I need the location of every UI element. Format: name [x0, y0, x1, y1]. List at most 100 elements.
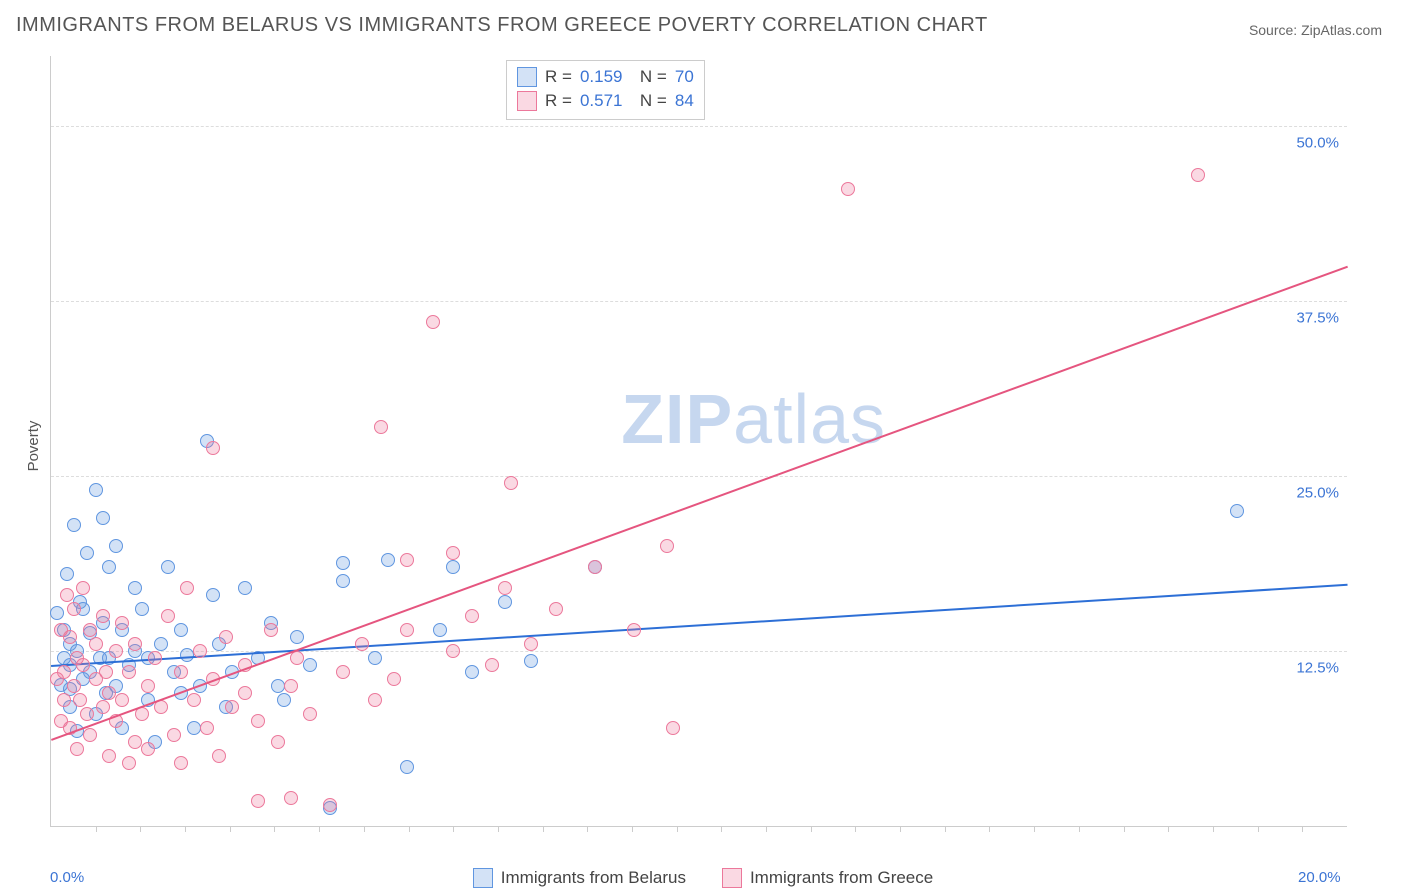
correlation-stats-box: R = 0.159 N = 70R = 0.571 N = 84: [506, 60, 705, 120]
gridline: [51, 476, 1347, 477]
y-tick-label: 37.5%: [1296, 310, 1339, 327]
dot-greece: [323, 798, 337, 812]
dot-greece: [161, 609, 175, 623]
stats-row: R = 0.159 N = 70: [517, 65, 694, 89]
dot-greece: [446, 546, 460, 560]
dot-greece: [89, 637, 103, 651]
stats-r-value: 0.159: [580, 65, 623, 89]
legend-label-greece: Immigrants from Greece: [750, 868, 933, 888]
dot-belarus: [277, 693, 291, 707]
dot-greece: [57, 693, 71, 707]
chart-title: IMMIGRANTS FROM BELARUS VS IMMIGRANTS FR…: [16, 14, 988, 37]
dot-greece: [212, 749, 226, 763]
dot-greece: [225, 700, 239, 714]
x-tick: [140, 826, 141, 832]
x-tick: [185, 826, 186, 832]
dot-belarus: [154, 637, 168, 651]
y-axis-label: Poverty: [25, 421, 42, 472]
dot-greece: [128, 735, 142, 749]
x-tick: [766, 826, 767, 832]
dot-greece: [666, 721, 680, 735]
dot-greece: [141, 679, 155, 693]
dot-belarus: [290, 630, 304, 644]
stats-row: R = 0.571 N = 84: [517, 89, 694, 113]
legend-swatch-belarus: [473, 868, 493, 888]
dot-greece: [122, 665, 136, 679]
legend-label-belarus: Immigrants from Belarus: [501, 868, 686, 888]
watermark-bold: ZIP: [621, 380, 733, 458]
stats-n-value: 70: [675, 65, 694, 89]
dot-belarus: [303, 658, 317, 672]
x-tick: [1213, 826, 1214, 832]
dot-belarus: [187, 721, 201, 735]
dot-belarus: [465, 665, 479, 679]
legend-item-greece: Immigrants from Greece: [722, 868, 933, 888]
x-tick: [811, 826, 812, 832]
dot-greece: [238, 686, 252, 700]
stats-n-label: N =: [630, 65, 666, 89]
dot-greece: [174, 756, 188, 770]
dot-belarus: [368, 651, 382, 665]
dot-greece: [504, 476, 518, 490]
x-tick: [1124, 826, 1125, 832]
dot-greece: [115, 693, 129, 707]
dot-greece: [60, 588, 74, 602]
dot-belarus: [50, 606, 64, 620]
x-tick: [855, 826, 856, 832]
dot-belarus: [271, 679, 285, 693]
x-tick: [945, 826, 946, 832]
dot-greece: [67, 679, 81, 693]
legend-item-belarus: Immigrants from Belarus: [473, 868, 686, 888]
dot-greece: [148, 651, 162, 665]
dot-greece: [167, 728, 181, 742]
watermark-rest: atlas: [733, 380, 886, 458]
dot-belarus: [96, 511, 110, 525]
dot-greece: [174, 665, 188, 679]
trend-line-belarus: [51, 584, 1347, 667]
dot-greece: [271, 735, 285, 749]
dot-belarus: [336, 556, 350, 570]
dot-belarus: [446, 560, 460, 574]
dot-greece: [76, 658, 90, 672]
dot-belarus: [400, 760, 414, 774]
x-tick: [96, 826, 97, 832]
dot-greece: [549, 602, 563, 616]
dot-belarus: [1230, 504, 1244, 518]
x-tick: [1258, 826, 1259, 832]
dot-belarus: [238, 581, 252, 595]
dot-belarus: [524, 654, 538, 668]
legend-swatch-greece: [722, 868, 742, 888]
dot-greece: [80, 707, 94, 721]
dot-greece: [128, 637, 142, 651]
dot-greece: [102, 686, 116, 700]
dot-greece: [193, 644, 207, 658]
gridline: [51, 126, 1347, 127]
x-tick: [230, 826, 231, 832]
dot-greece: [83, 728, 97, 742]
dot-belarus: [102, 560, 116, 574]
dot-greece: [498, 581, 512, 595]
x-tick: [721, 826, 722, 832]
dot-greece: [387, 672, 401, 686]
dot-greece: [336, 665, 350, 679]
dot-greece: [1191, 168, 1205, 182]
dot-greece: [70, 742, 84, 756]
stats-n-label: N =: [630, 89, 666, 113]
stats-r-label: R =: [545, 89, 572, 113]
dot-greece: [290, 651, 304, 665]
dot-greece: [426, 315, 440, 329]
gridline: [51, 301, 1347, 302]
bottom-legend: Immigrants from Belarus Immigrants from …: [0, 868, 1406, 888]
scatter-plot-area: ZIPatlas R = 0.159 N = 70R = 0.571 N = 8…: [50, 56, 1347, 827]
x-tick: [319, 826, 320, 832]
dot-belarus: [80, 546, 94, 560]
dot-greece: [122, 756, 136, 770]
dot-greece: [206, 441, 220, 455]
dot-greece: [251, 794, 265, 808]
dot-greece: [109, 644, 123, 658]
dot-greece: [67, 602, 81, 616]
dot-belarus: [135, 602, 149, 616]
x-tick: [587, 826, 588, 832]
dot-greece: [76, 581, 90, 595]
dot-belarus: [381, 553, 395, 567]
